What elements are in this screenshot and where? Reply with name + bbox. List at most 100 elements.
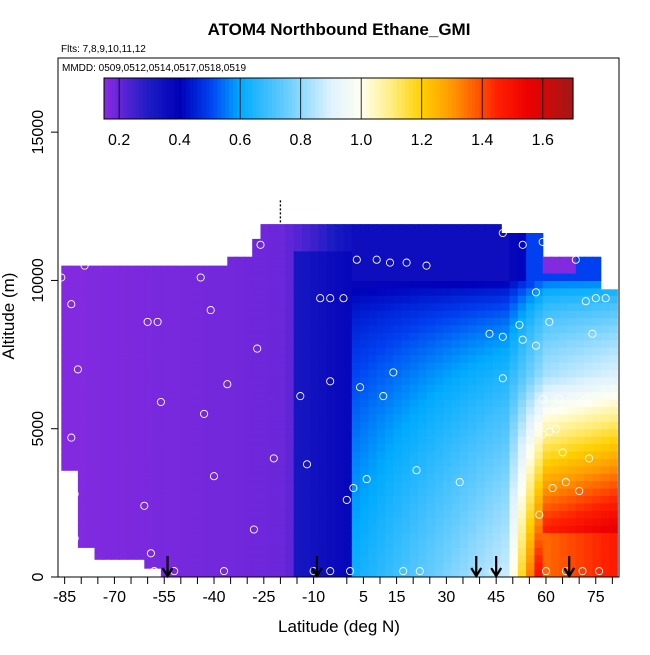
heatmap-cell [385,480,394,489]
heatmap-cell [310,317,320,326]
heatmap-cell [285,332,295,341]
heatmap-cell [202,391,212,400]
heatmap-cell [517,488,527,496]
heatmap-cell [335,413,345,422]
heatmap-cell [459,480,469,489]
heatmap-cell [360,547,369,556]
heatmap-cell [169,324,179,333]
heatmap-cell [326,265,336,274]
heatmap-cell [418,376,428,385]
sample-point [58,472,66,481]
heatmap-cell [310,243,320,252]
heatmap-cell [451,391,461,400]
heatmap-cell [86,302,96,311]
heatmap-cell [285,539,295,548]
heatmap-cell [86,436,96,445]
heatmap-cell [77,347,87,356]
heatmap-cell [318,495,328,504]
heatmap-cell [293,510,303,519]
heatmap-cell [177,525,187,534]
heatmap-cell [393,465,403,474]
heatmap-cell [268,243,278,252]
heatmap-cell [459,421,469,430]
heatmap-cell [426,295,436,304]
heatmap-cell [434,332,444,341]
heatmap-cell [517,273,527,281]
heatmap-cell [194,569,203,577]
heatmap-cell [459,310,469,319]
heatmap-cell [119,477,129,486]
heatmap-cell [559,569,569,577]
heatmap-cell [609,517,618,526]
heatmap-cell [169,399,179,408]
heatmap-cell [393,235,403,244]
heatmap-cell [285,362,295,370]
heatmap-cell [94,351,104,360]
heatmap-cell [335,480,345,489]
heatmap-cell [227,510,237,519]
heatmap-cell [243,421,253,430]
heatmap-cell [243,280,253,289]
heatmap-cell [567,465,577,474]
heatmap-cell [285,243,295,252]
heatmap-cell [119,265,129,271]
sample-point [70,534,79,543]
heatmap-cell [252,376,262,385]
heatmap-cell [277,228,286,237]
heatmap-cell [119,321,129,330]
heatmap-cell [426,235,436,244]
heatmap-cell [459,265,469,274]
heatmap-cell [368,554,378,563]
heatmap-cell [360,280,369,289]
heatmap-cell [559,436,569,445]
heatmap-cell [119,388,129,397]
heatmap-cell [468,554,477,563]
heatmap-cell [152,486,162,495]
heatmap-cell [492,287,502,296]
heatmap-cell [418,324,428,333]
heatmap-cell [268,362,278,370]
heatmap-cell [401,510,411,519]
heatmap-cell [185,458,195,467]
heatmap-cell [94,270,104,278]
heatmap-cell [302,532,311,541]
heatmap-cell [451,354,461,363]
heatmap-cell [77,406,87,415]
heatmap-cell [592,295,602,304]
heatmap-cell [160,354,170,363]
heatmap-cell [343,391,353,400]
heatmap-cell [343,554,353,563]
heatmap-cell [136,336,145,345]
heatmap-cell [534,332,544,341]
heatmap-cell [443,250,452,259]
heatmap-cell [160,480,170,489]
heatmap-cell [252,347,262,356]
heatmap-cell [252,495,262,504]
heatmap-cell [285,287,295,296]
heatmap-cell [517,532,527,541]
heatmap-cell [227,287,237,296]
heatmap-cell [86,488,96,496]
heatmap-cell [575,399,585,408]
heatmap-cell [426,347,436,356]
heatmap-cell [102,470,112,479]
heatmap-cell [534,362,544,370]
heatmap-cell [285,347,295,356]
heatmap-cell [559,295,569,304]
sample-point [80,261,89,270]
heatmap-cell [376,451,386,459]
heatmap-cell [144,442,154,451]
colorbar-segment [455,78,461,119]
heatmap-cell [77,273,87,281]
heatmap-cell [584,376,593,385]
heatmap-cell [277,421,286,430]
heatmap-cell [385,451,394,459]
heatmap-cell [385,250,394,259]
heatmap-cell [550,339,560,348]
heatmap-cell [401,391,411,400]
heatmap-cell [102,514,112,523]
heatmap-cell [335,376,345,385]
heatmap-cell [69,314,79,323]
heatmap-cell [77,376,87,385]
colorbar-segment [463,78,469,119]
